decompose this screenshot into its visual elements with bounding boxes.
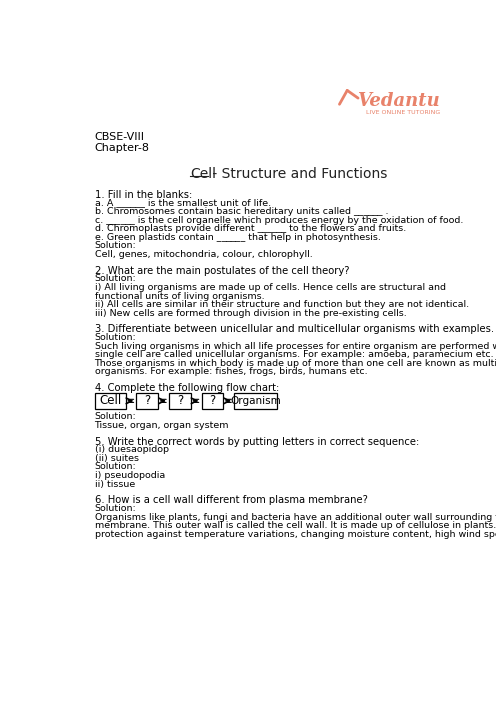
Text: Cell: Cell xyxy=(190,167,216,181)
Text: b. Chromosomes contain basic hereditary units called ______ .: b. Chromosomes contain basic hereditary … xyxy=(95,207,388,216)
Text: (i) duesaopidop: (i) duesaopidop xyxy=(95,445,169,454)
Text: (ii) suites: (ii) suites xyxy=(95,453,138,463)
Text: a. A ______ is the smallest unit of life.: a. A ______ is the smallest unit of life… xyxy=(95,199,271,207)
Text: organisms. For example: fishes, frogs, birds, humans etc.: organisms. For example: fishes, frogs, b… xyxy=(95,367,367,376)
Text: ii) tissue: ii) tissue xyxy=(95,479,135,489)
Text: single cell are called unicellular organisms. For example: amoeba, paramecium et: single cell are called unicellular organ… xyxy=(95,350,493,359)
Text: Tissue, organ, organ system: Tissue, organ, organ system xyxy=(95,421,229,430)
Text: 5. Write the correct words by putting letters in correct sequence:: 5. Write the correct words by putting le… xyxy=(95,437,419,446)
FancyBboxPatch shape xyxy=(169,393,190,409)
Text: ?: ? xyxy=(177,395,183,407)
Text: CBSE-VIII: CBSE-VIII xyxy=(95,132,144,142)
Text: 3. Differentiate between unicellular and multicellular organisms with examples.: 3. Differentiate between unicellular and… xyxy=(95,324,494,334)
Text: ii) All cells are similar in their structure and function but they are not ident: ii) All cells are similar in their struc… xyxy=(95,300,469,309)
Text: 4. Complete the following flow chart:: 4. Complete the following flow chart: xyxy=(95,383,279,393)
Text: iii) New cells are formed through division in the pre-existing cells.: iii) New cells are formed through divisi… xyxy=(95,309,406,318)
Text: - Structure and Functions: - Structure and Functions xyxy=(208,167,388,181)
Text: Solution:: Solution: xyxy=(95,241,136,251)
Text: d. Chromoplasts provide different ______ to the flowers and fruits.: d. Chromoplasts provide different ______… xyxy=(95,224,406,233)
Text: LIVE ONLINE TUTORING: LIVE ONLINE TUTORING xyxy=(366,110,440,115)
Text: e. Green plastids contain ______ that help in photosynthesis.: e. Green plastids contain ______ that he… xyxy=(95,233,380,242)
Text: Solution:: Solution: xyxy=(95,463,136,472)
Text: 2. What are the main postulates of the cell theory?: 2. What are the main postulates of the c… xyxy=(95,265,349,276)
Text: 6. How is a cell wall different from plasma membrane?: 6. How is a cell wall different from pla… xyxy=(95,496,368,505)
Text: c. ______ is the cell organelle which produces energy by the oxidation of food.: c. ______ is the cell organelle which pr… xyxy=(95,216,463,225)
FancyBboxPatch shape xyxy=(201,393,223,409)
Text: membrane. This outer wall is called the cell wall. It is made up of cellulose in: membrane. This outer wall is called the … xyxy=(95,521,496,530)
Text: functional units of living organisms.: functional units of living organisms. xyxy=(95,291,264,300)
Text: Cell, genes, mitochondria, colour, chlorophyll.: Cell, genes, mitochondria, colour, chlor… xyxy=(95,250,312,259)
FancyBboxPatch shape xyxy=(234,393,277,409)
Text: 1. Fill in the blanks:: 1. Fill in the blanks: xyxy=(95,190,192,200)
Text: ?: ? xyxy=(144,395,150,407)
Text: Such living organisms in which all life processes for entire organism are perfor: Such living organisms in which all life … xyxy=(95,342,496,350)
Text: Solution:: Solution: xyxy=(95,412,136,421)
Text: Organisms like plants, fungi and bacteria have an additional outer wall surround: Organisms like plants, fungi and bacteri… xyxy=(95,512,496,522)
FancyBboxPatch shape xyxy=(95,393,125,409)
Text: Solution:: Solution: xyxy=(95,274,136,284)
Text: i) pseudopodia: i) pseudopodia xyxy=(95,471,165,480)
FancyBboxPatch shape xyxy=(136,393,158,409)
Text: Those organisms in which body is made up of more than one cell are known as mult: Those organisms in which body is made up… xyxy=(95,359,496,368)
Text: Cell: Cell xyxy=(99,395,121,407)
Text: Chapter-8: Chapter-8 xyxy=(95,143,150,153)
Text: Solution:: Solution: xyxy=(95,333,136,342)
Text: Organism: Organism xyxy=(230,396,281,406)
Text: ?: ? xyxy=(209,395,215,407)
Text: i) All living organisms are made up of cells. Hence cells are structural and: i) All living organisms are made up of c… xyxy=(95,283,445,292)
Text: Vedantu: Vedantu xyxy=(358,92,440,110)
Text: protection against temperature variations, changing moisture content, high wind : protection against temperature variation… xyxy=(95,530,496,538)
Text: Solution:: Solution: xyxy=(95,504,136,513)
